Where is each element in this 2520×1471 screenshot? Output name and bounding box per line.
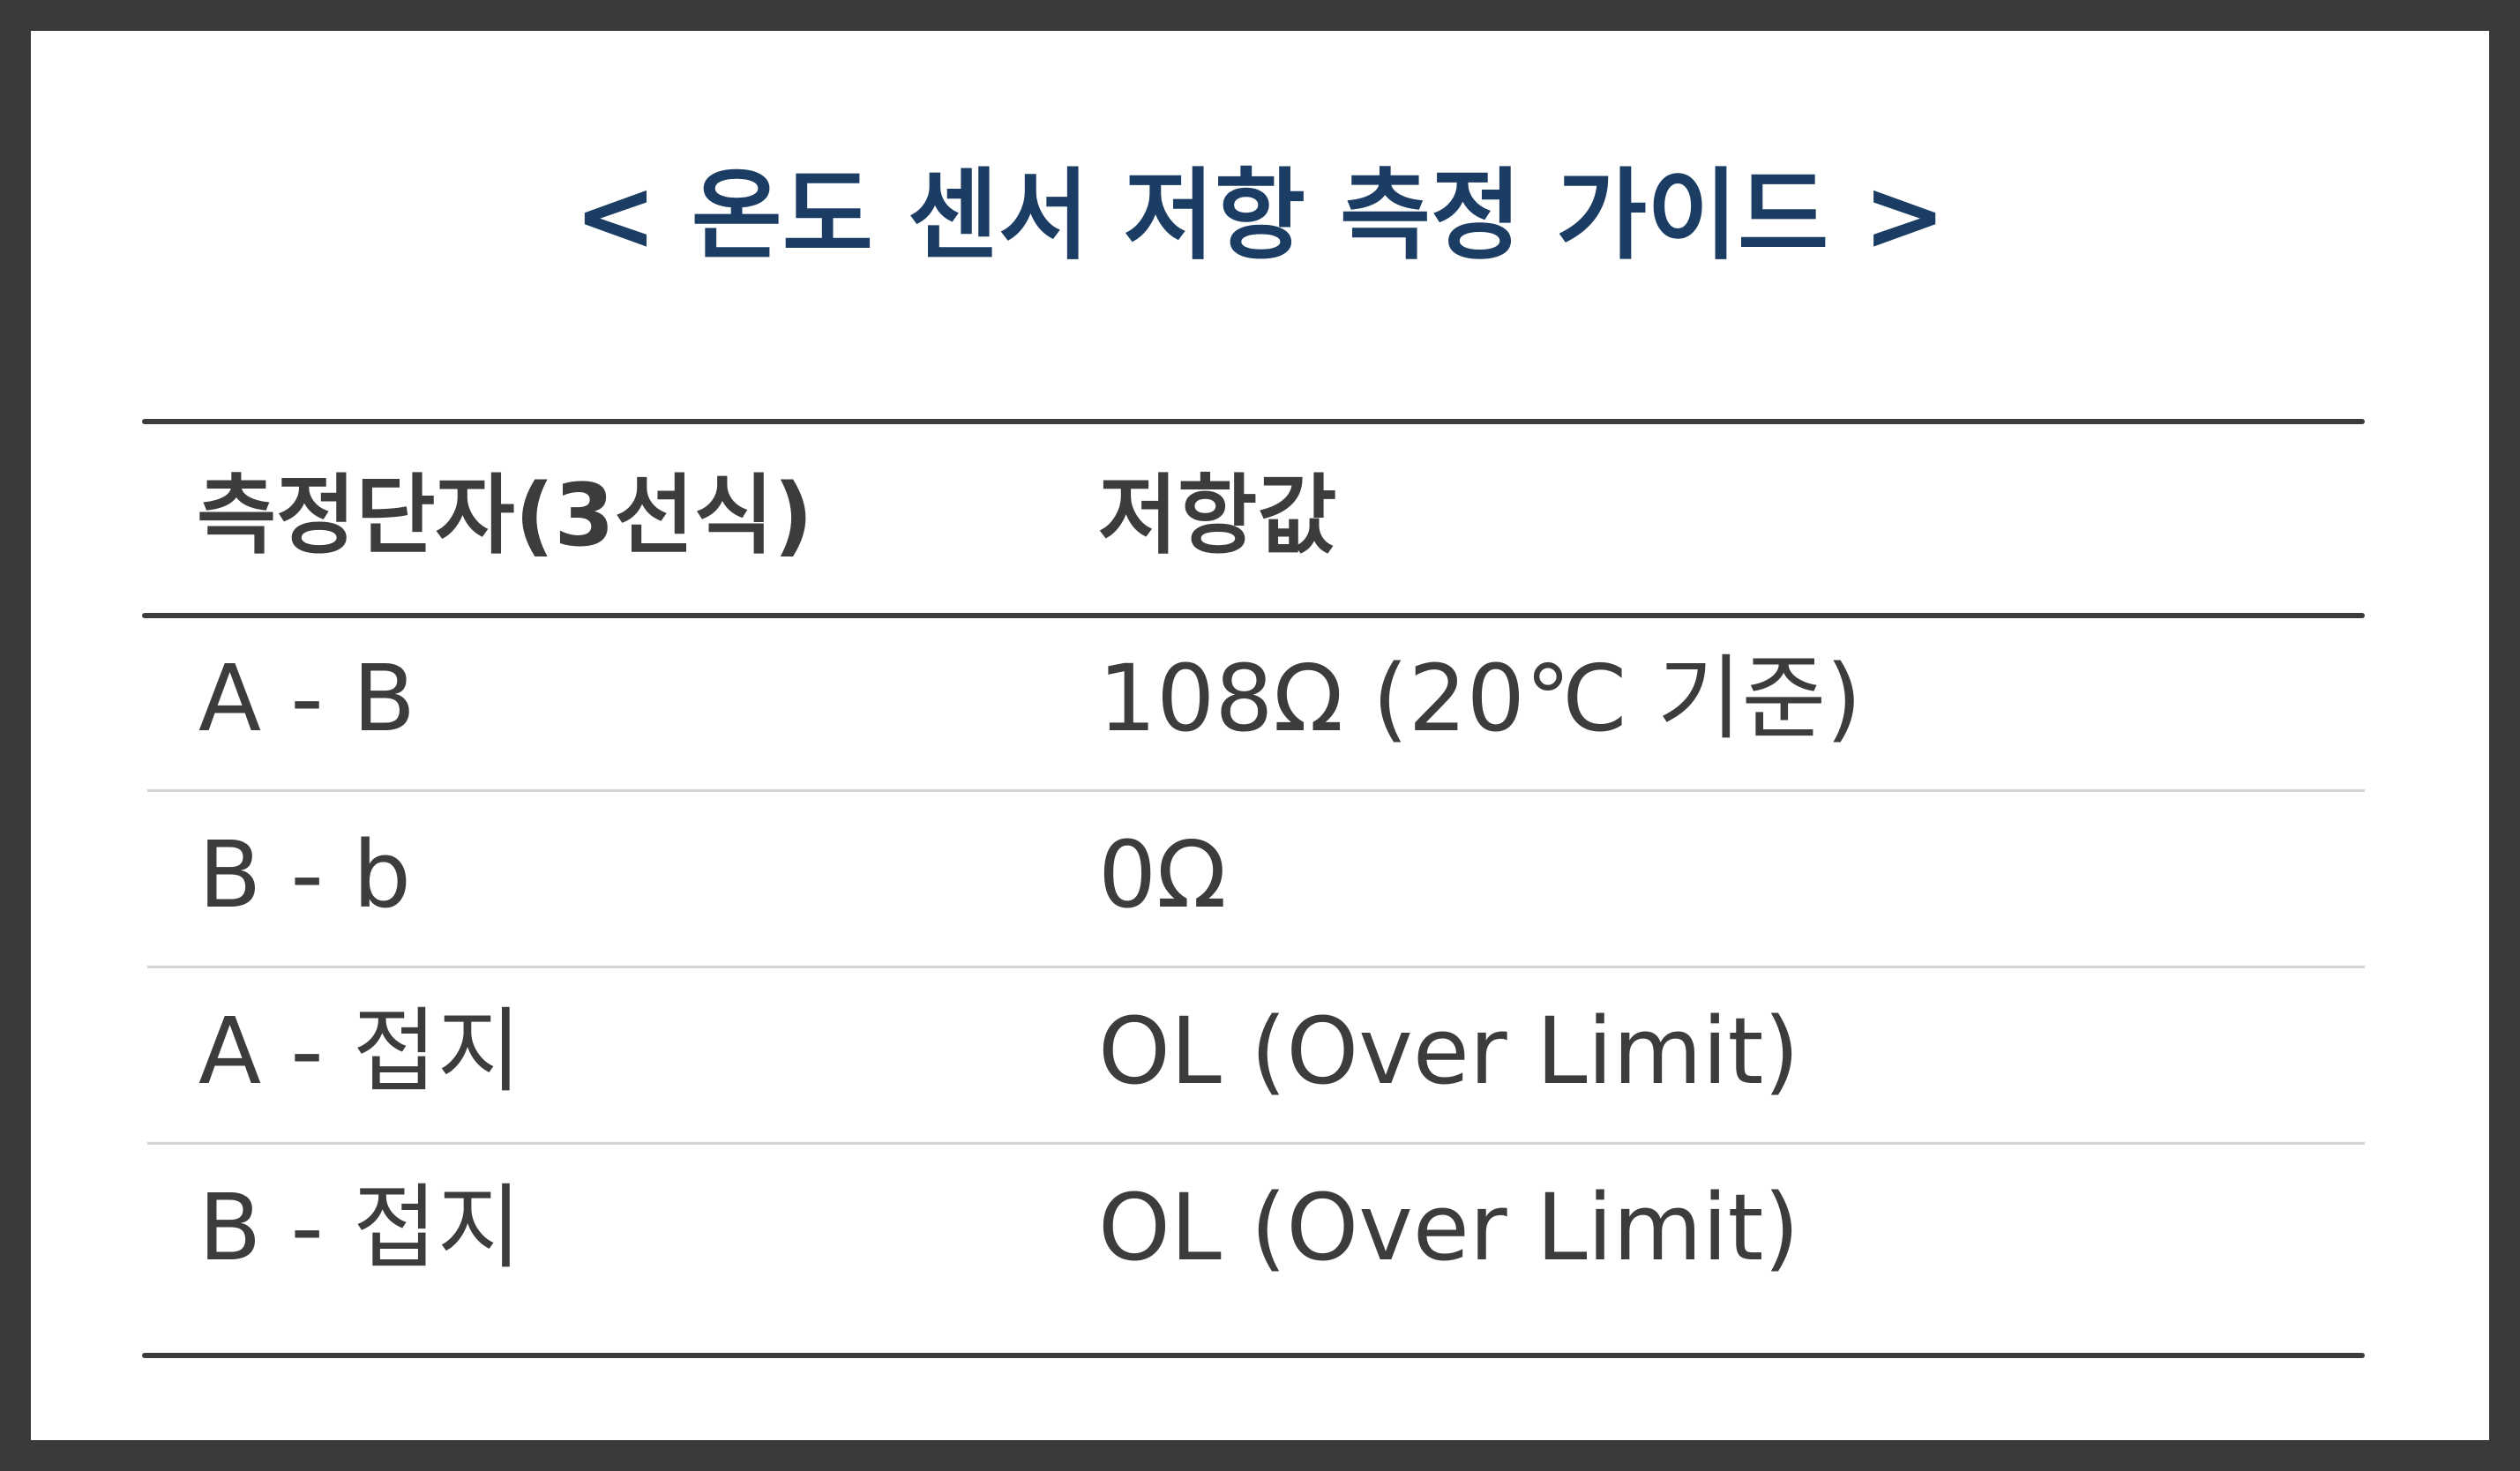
row-4-terminal: B - 접지 (198, 1174, 522, 1281)
row-1-resistance: 108Ω (20℃ 기준) (1098, 645, 1862, 752)
row-divider (147, 789, 2365, 792)
row-2-resistance: 0Ω (1098, 821, 1227, 929)
row-3-resistance: OL (Over Limit) (1098, 997, 1800, 1105)
table-top-rule (142, 419, 2365, 424)
row-divider (147, 966, 2365, 968)
header-resistance: 저항값 (1098, 466, 1337, 566)
page-title: < 온도 센서 저항 측정 가이드 > (573, 159, 1947, 273)
row-2-terminal: B - b (198, 821, 412, 929)
table-bottom-rule (142, 1353, 2365, 1358)
row-3-terminal: A - 접지 (198, 997, 522, 1105)
resistance-table: 측정단자(3선식) 저항값 A - B 108Ω (20℃ 기준) B - b … (142, 419, 2365, 1358)
header-terminal: 측정단자(3선식) (197, 466, 813, 566)
table-header-rule (142, 613, 2365, 618)
guide-card: < 온도 센서 저항 측정 가이드 > 측정단자(3선식) 저항값 A - B … (31, 31, 2489, 1440)
row-1-terminal: A - B (198, 645, 416, 752)
row-4-resistance: OL (Over Limit) (1098, 1174, 1800, 1281)
row-divider (147, 1142, 2365, 1145)
